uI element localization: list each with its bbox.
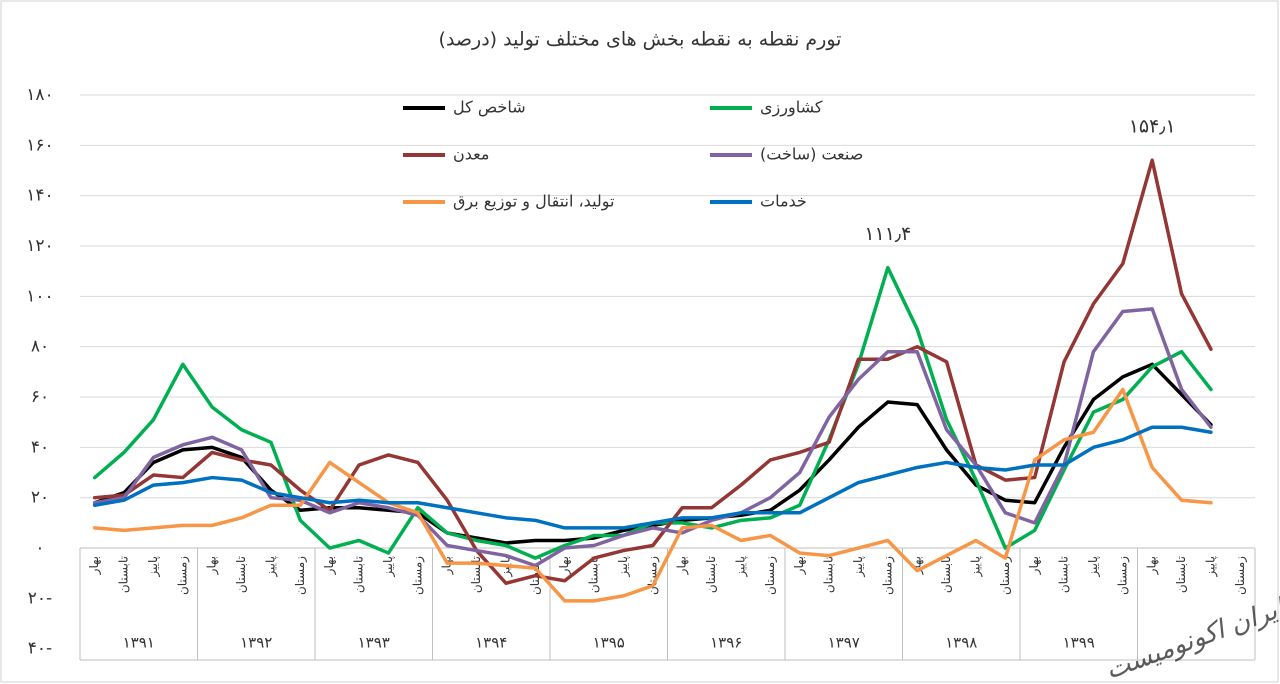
x-group-label: ۱۳۹۶ [710,634,742,652]
x-group-label: ۱۳۹۵ [593,634,625,652]
x-tick-label: پاییز [851,556,866,578]
x-tick-label: بهار [792,556,807,575]
x-tick-label: تابستان [704,556,718,593]
x-tick-label: تابستان [939,556,953,593]
x-group-label: ۱۳۹۸ [945,634,977,652]
x-tick-label: بهار [205,556,220,575]
x-group-label: ۱۳۹۲ [240,634,272,652]
y-tick-label: ۱۸۰ [26,85,53,105]
legend-label: کشاورزی [760,98,823,118]
x-tick-label: بهار [440,556,455,575]
x-group-label: ۱۳۹۷ [828,634,860,652]
x-tick-label: زمستان [1233,556,1248,595]
x-group-label: ۱۳۹۴ [475,634,507,652]
x-group-label: ۱۳۹۱ [123,634,155,652]
x-tick-label: پاییز [146,556,161,578]
y-tick-label: ۲۰ [31,488,49,508]
series-line [92,387,1213,603]
x-tick-label: پاییز [733,556,748,578]
x-tick-label: زمستان [998,556,1013,595]
y-tick-label: ۱۰۰ [26,286,53,306]
x-tick-label: تابستان [234,556,248,593]
x-tick-label: پاییز [263,556,278,578]
y-tick-label: ۱۲۰ [26,236,53,256]
chart-title: تورم نقطه به نقطه بخش های مختلف تولید (د… [439,29,842,51]
x-tick-label: بهار [557,556,572,575]
x-tick-label: تابستان [352,556,366,593]
x-tick-label: تابستان [587,556,601,593]
data-label: ۱۵۴٫۱ [1129,116,1176,138]
x-group-label: ۱۳۹۹ [1063,634,1095,652]
x-tick-label: زمستان [293,556,308,595]
y-tick-label: ۱۶۰ [26,135,53,155]
legend-label: تولید، انتقال و توزیع برق [453,192,614,212]
y-tick-label: ۰ [35,538,44,558]
x-group-label: ۱۳۹۳ [358,634,390,652]
legend-label: شاخص کل [453,98,526,118]
data-label: ۱۱۱٫۴ [864,223,911,245]
y-tick-label: ۲۰- [28,588,52,608]
y-tick-label: ۱۴۰ [26,186,53,206]
x-tick-label: بهار [87,556,102,575]
x-tick-label: تابستان [1174,556,1188,593]
y-tick-label: ۶۰ [31,387,49,407]
series-line [92,158,1213,586]
legend-label: معدن [453,145,489,164]
x-tick-label: بهار [322,556,337,575]
x-tick-label: پاییز [1086,556,1101,578]
x-tick-label: زمستان [175,556,190,595]
legend-label: صنعت (ساخت) [760,145,863,164]
x-tick-label: زمستان [880,556,895,595]
y-tick-label: ۸۰ [31,337,49,357]
x-tick-label: بهار [1027,556,1042,575]
series-line [92,425,1213,530]
x-tick-label: تابستان [469,556,483,593]
x-tick-label: پاییز [1203,556,1218,578]
x-tick-label: زمستان [1115,556,1130,595]
x-tick-label: زمستان [763,556,778,595]
y-tick-label: ۴۰ [31,437,49,457]
series-line [92,307,1213,568]
x-tick-label: بهار [675,556,690,575]
y-tick-label: ۴۰- [28,639,52,659]
x-tick-label: تابستان [1057,556,1071,593]
x-tick-label: زمستان [410,556,425,595]
x-tick-label: بهار [1145,556,1160,575]
x-tick-label: پاییز [968,556,983,578]
x-tick-label: تابستان [822,556,836,593]
x-tick-label: تابستان [117,556,131,593]
legend-label: خدمات [760,192,807,211]
x-tick-label: پاییز [616,556,631,578]
x-tick-label: پاییز [381,556,396,578]
